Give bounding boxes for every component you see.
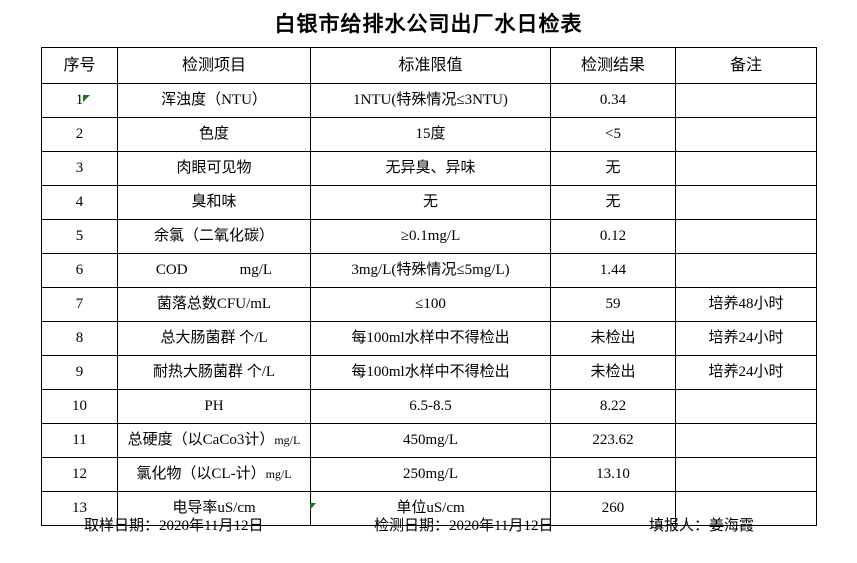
table-row: 4 臭和味 无 无 [41, 185, 817, 220]
cell-item: 肉眼可见物 [117, 151, 311, 186]
cell-item-unit: mg/L [239, 262, 273, 279]
table-row: 12 氯化物（以CL-计）mg/L 250mg/L 13.10 [41, 457, 817, 492]
cell-note [675, 151, 817, 186]
cell-note: 培养48小时 [675, 287, 817, 322]
table-row: 10 PH 6.5-8.5 8.22 [41, 389, 817, 424]
table-row: 8 总大肠菌群 个/L 每100ml水样中不得检出 未检出 培养24小时 [41, 321, 817, 356]
green-corner-marker-bottom-middle [310, 503, 316, 510]
column-header-result: 检测结果 [550, 47, 676, 84]
cell-result: 13.10 [550, 457, 676, 492]
cell-standard: 无异臭、异味 [310, 151, 551, 186]
cell-standard: 450mg/L [310, 423, 551, 458]
cell-note [675, 185, 817, 220]
green-corner-marker-top-left [83, 95, 90, 102]
cell-standard: 每100ml水样中不得检出 [310, 321, 551, 356]
table-row: 9 耐热大肠菌群 个/L 每100ml水样中不得检出 未检出 培养24小时 [41, 355, 817, 390]
cell-standard: 250mg/L [310, 457, 551, 492]
cell-index: 3 [41, 151, 118, 186]
page-title: 白银市给排水公司出厂水日检表 [274, 12, 583, 36]
cell-item: 色度 [117, 117, 311, 152]
inspection-table: 序号 检测项目 标准限值 检测结果 备注 1 浑浊度（NTU） 1NTU(特殊情… [41, 47, 817, 526]
cell-item: 耐热大肠菌群 个/L [117, 355, 311, 390]
cell-note [675, 491, 817, 526]
cell-result: 0.34 [550, 83, 676, 118]
cell-note [675, 253, 817, 288]
cell-item: 臭和味 [117, 185, 311, 220]
cell-standard: ≤100 [310, 287, 551, 322]
sampling-date: 取样日期：2020年11月12日 [84, 518, 264, 534]
cell-index: 6 [41, 253, 118, 288]
cell-item: 总硬度（以CaCo3计）mg/L [117, 423, 311, 458]
cell-item-label: COD [155, 262, 188, 279]
cell-item: 菌落总数CFU/mL [117, 287, 311, 322]
cell-item-unit: mg/L [265, 467, 292, 482]
cell-item: 余氯（二氧化碳） [117, 219, 311, 254]
cell-note [675, 117, 817, 152]
cell-standard: 15度 [310, 117, 551, 152]
cell-note [675, 83, 817, 118]
cell-result: <5 [550, 117, 676, 152]
cell-result: 1.44 [550, 253, 676, 288]
cell-standard: ≥0.1mg/L [310, 219, 551, 254]
cell-result: 0.12 [550, 219, 676, 254]
cell-result: 59 [550, 287, 676, 322]
cell-item-label: 总硬度（以CaCo3计） [127, 432, 275, 449]
cell-result: 未检出 [550, 355, 676, 390]
cell-result: 260 [550, 491, 676, 526]
table-row: 5 余氯（二氧化碳） ≥0.1mg/L 0.12 [41, 219, 817, 254]
cell-result: 未检出 [550, 321, 676, 356]
table-row: 3 肉眼可见物 无异臭、异味 无 [41, 151, 817, 186]
cell-item: 电导率uS/cm [117, 491, 311, 526]
cell-item: 总大肠菌群 个/L [117, 321, 311, 356]
cell-note [675, 423, 817, 458]
cell-item: 浑浊度（NTU） [117, 83, 311, 118]
table-row: 1 浑浊度（NTU） 1NTU(特殊情况≤3NTU) 0.34 [41, 83, 817, 118]
cell-item: 氯化物（以CL-计）mg/L [117, 457, 311, 492]
cell-index: 2 [41, 117, 118, 152]
cell-index: 13 [41, 491, 118, 526]
cell-item-unit: mg/L [274, 433, 301, 448]
cell-result: 无 [550, 185, 676, 220]
cell-index: 4 [41, 185, 118, 220]
report-table-container: 序号 检测项目 标准限值 检测结果 备注 1 浑浊度（NTU） 1NTU(特殊情… [41, 47, 817, 526]
table-row: 13 电导率uS/cm 单位uS/cm 260 [41, 491, 817, 526]
cell-item-label: 氯化物（以CL-计） [136, 466, 266, 483]
reporter-name: 填报人：姜海霞 [649, 518, 755, 534]
cell-result: 223.62 [550, 423, 676, 458]
cell-item: COD mg/L [117, 253, 311, 288]
cell-result: 8.22 [550, 389, 676, 424]
cell-index: 7 [41, 287, 118, 322]
table-row: 2 色度 15度 <5 [41, 117, 817, 152]
cell-note [675, 457, 817, 492]
column-header-note: 备注 [675, 47, 817, 84]
column-header-item: 检测项目 [117, 47, 311, 84]
cell-index: 8 [41, 321, 118, 356]
cell-note: 培养24小时 [675, 321, 817, 356]
cell-result: 无 [550, 151, 676, 186]
cell-standard: 6.5-8.5 [310, 389, 551, 424]
testing-date: 检测日期：2020年11月12日 [374, 518, 554, 534]
cell-standard: 每100ml水样中不得检出 [310, 355, 551, 390]
cell-index: 10 [41, 389, 118, 424]
table-row: 6 COD mg/L 3mg/L(特殊情况≤5mg/L) 1.44 [41, 253, 817, 288]
cell-note [675, 219, 817, 254]
table-row: 7 菌落总数CFU/mL ≤100 59 培养48小时 [41, 287, 817, 322]
cell-standard: 3mg/L(特殊情况≤5mg/L) [310, 253, 551, 288]
cell-standard: 无 [310, 185, 551, 220]
cell-index: 9 [41, 355, 118, 390]
table-row: 11 总硬度（以CaCo3计）mg/L 450mg/L 223.62 [41, 423, 817, 458]
cell-index: 11 [41, 423, 118, 458]
cell-index: 12 [41, 457, 118, 492]
cell-index: 5 [41, 219, 118, 254]
cell-index: 1 [41, 83, 118, 118]
column-header-index: 序号 [41, 47, 118, 84]
cell-item: PH [117, 389, 311, 424]
column-header-standard: 标准限值 [310, 47, 551, 84]
cell-note [675, 389, 817, 424]
cell-note: 培养24小时 [675, 355, 817, 390]
table-header-row: 序号 检测项目 标准限值 检测结果 备注 [41, 47, 817, 84]
cell-standard: 1NTU(特殊情况≤3NTU) [310, 83, 551, 118]
report-footer: 取样日期：2020年11月12日 检测日期：2020年11月12日 填报人：姜海… [41, 514, 831, 538]
